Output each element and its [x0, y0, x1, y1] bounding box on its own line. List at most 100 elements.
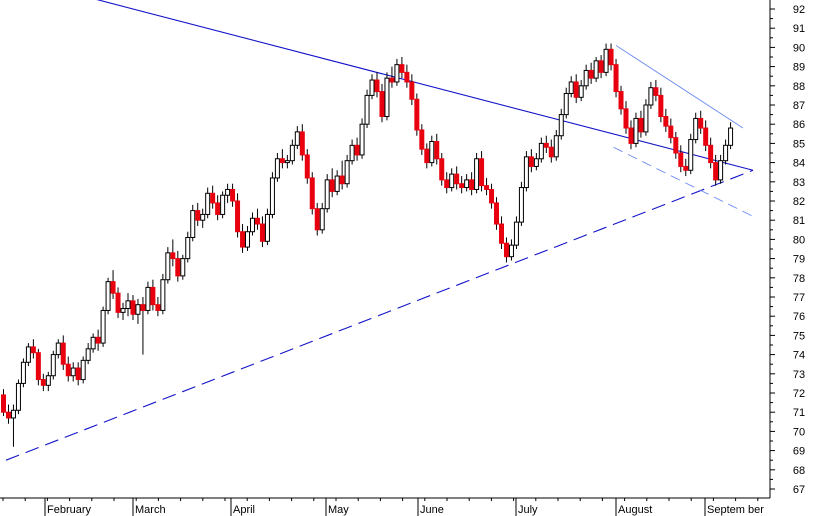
- candle-body: [259, 223, 265, 242]
- candle: [135, 298, 141, 324]
- candle: [494, 197, 500, 230]
- candle: [499, 216, 504, 249]
- candle-body: [678, 152, 684, 167]
- candle: [424, 143, 430, 169]
- candle: [85, 343, 91, 365]
- candle: [45, 371, 51, 392]
- candle-body: [220, 194, 226, 215]
- candle-body: [165, 252, 171, 281]
- candle: [683, 158, 689, 177]
- candle-body: [603, 48, 609, 73]
- candle: [200, 208, 206, 228]
- candle-body: [205, 192, 211, 215]
- candle: [414, 93, 420, 136]
- candle: [658, 87, 664, 123]
- candle: [319, 202, 325, 234]
- candle: [578, 80, 584, 102]
- candle-body: [120, 308, 126, 313]
- candle: [324, 174, 330, 213]
- candle: [678, 145, 684, 173]
- candle: [389, 66, 395, 88]
- candle-body: [414, 98, 420, 131]
- candle: [434, 133, 440, 165]
- x-tick-label: March: [135, 504, 166, 516]
- candle-body: [95, 336, 101, 344]
- y-tick-label: 87: [793, 100, 805, 112]
- candle: [105, 277, 111, 315]
- x-tick-label: April: [233, 504, 255, 516]
- candle-body: [359, 123, 365, 156]
- candle: [568, 76, 574, 98]
- candle-body: [80, 359, 86, 381]
- candle-body: [60, 342, 66, 365]
- candle: [195, 202, 201, 226]
- trendline-4: [613, 146, 754, 217]
- y-tick-label: 77: [793, 292, 805, 304]
- candle: [673, 131, 679, 159]
- candle: [190, 204, 196, 242]
- candle: [225, 183, 231, 203]
- candle-body: [50, 354, 56, 377]
- y-tick-label: 75: [793, 330, 805, 342]
- candle-body: [105, 281, 111, 311]
- x-tick-label: Septem ber: [707, 504, 764, 516]
- candle: [210, 185, 216, 209]
- candle-body: [518, 187, 524, 223]
- candle: [703, 120, 709, 152]
- candle: [668, 118, 674, 144]
- candle-body: [723, 144, 729, 162]
- candle: [688, 133, 694, 175]
- x-tick-label: May: [328, 504, 349, 516]
- trendline-1: [96, 0, 754, 171]
- candle: [25, 343, 31, 367]
- candle-body: [274, 158, 280, 179]
- candle: [713, 154, 719, 186]
- candle-body: [553, 135, 559, 158]
- candle: [528, 149, 534, 173]
- y-tick-label: 68: [793, 465, 805, 477]
- candle: [250, 212, 255, 236]
- candle-body: [369, 79, 375, 96]
- candle-body: [618, 91, 624, 110]
- candle-body: [35, 352, 41, 381]
- candle: [573, 74, 579, 104]
- candle: [220, 191, 226, 219]
- trendline-2: [5, 169, 754, 461]
- candle-body: [409, 81, 415, 100]
- candle: [479, 151, 485, 192]
- candle: [728, 122, 734, 150]
- candle-body: [100, 309, 106, 344]
- candle: [339, 160, 345, 190]
- candle: [369, 74, 375, 100]
- candle-body: [55, 342, 61, 356]
- candle: [90, 333, 96, 353]
- candle-body: [269, 177, 275, 215]
- y-tick-label: 76: [793, 311, 805, 323]
- candle-body: [598, 60, 604, 73]
- candle: [15, 379, 21, 415]
- candle: [613, 58, 619, 98]
- candle: [598, 55, 604, 79]
- candle-body: [494, 202, 500, 225]
- y-tick-label: 82: [793, 196, 805, 208]
- candlestick-series: [1, 43, 734, 447]
- candle-body: [200, 213, 206, 221]
- candle: [618, 85, 624, 115]
- candle-body: [523, 156, 529, 189]
- candle-body: [289, 144, 295, 162]
- candle-body: [419, 129, 425, 150]
- candle: [65, 356, 71, 382]
- candle-body: [180, 258, 186, 277]
- y-tick-label: 78: [793, 273, 805, 285]
- candle: [474, 153, 480, 194]
- candle-body: [299, 131, 305, 156]
- y-tick-label: 91: [793, 23, 805, 35]
- candle: [185, 231, 191, 263]
- trendline-3: [615, 45, 744, 129]
- candle-body: [533, 158, 539, 167]
- y-tick-label: 92: [793, 4, 805, 16]
- candle-body: [583, 69, 589, 87]
- candle-body: [449, 173, 455, 189]
- y-tick-label: 79: [793, 254, 805, 266]
- candle: [518, 181, 524, 226]
